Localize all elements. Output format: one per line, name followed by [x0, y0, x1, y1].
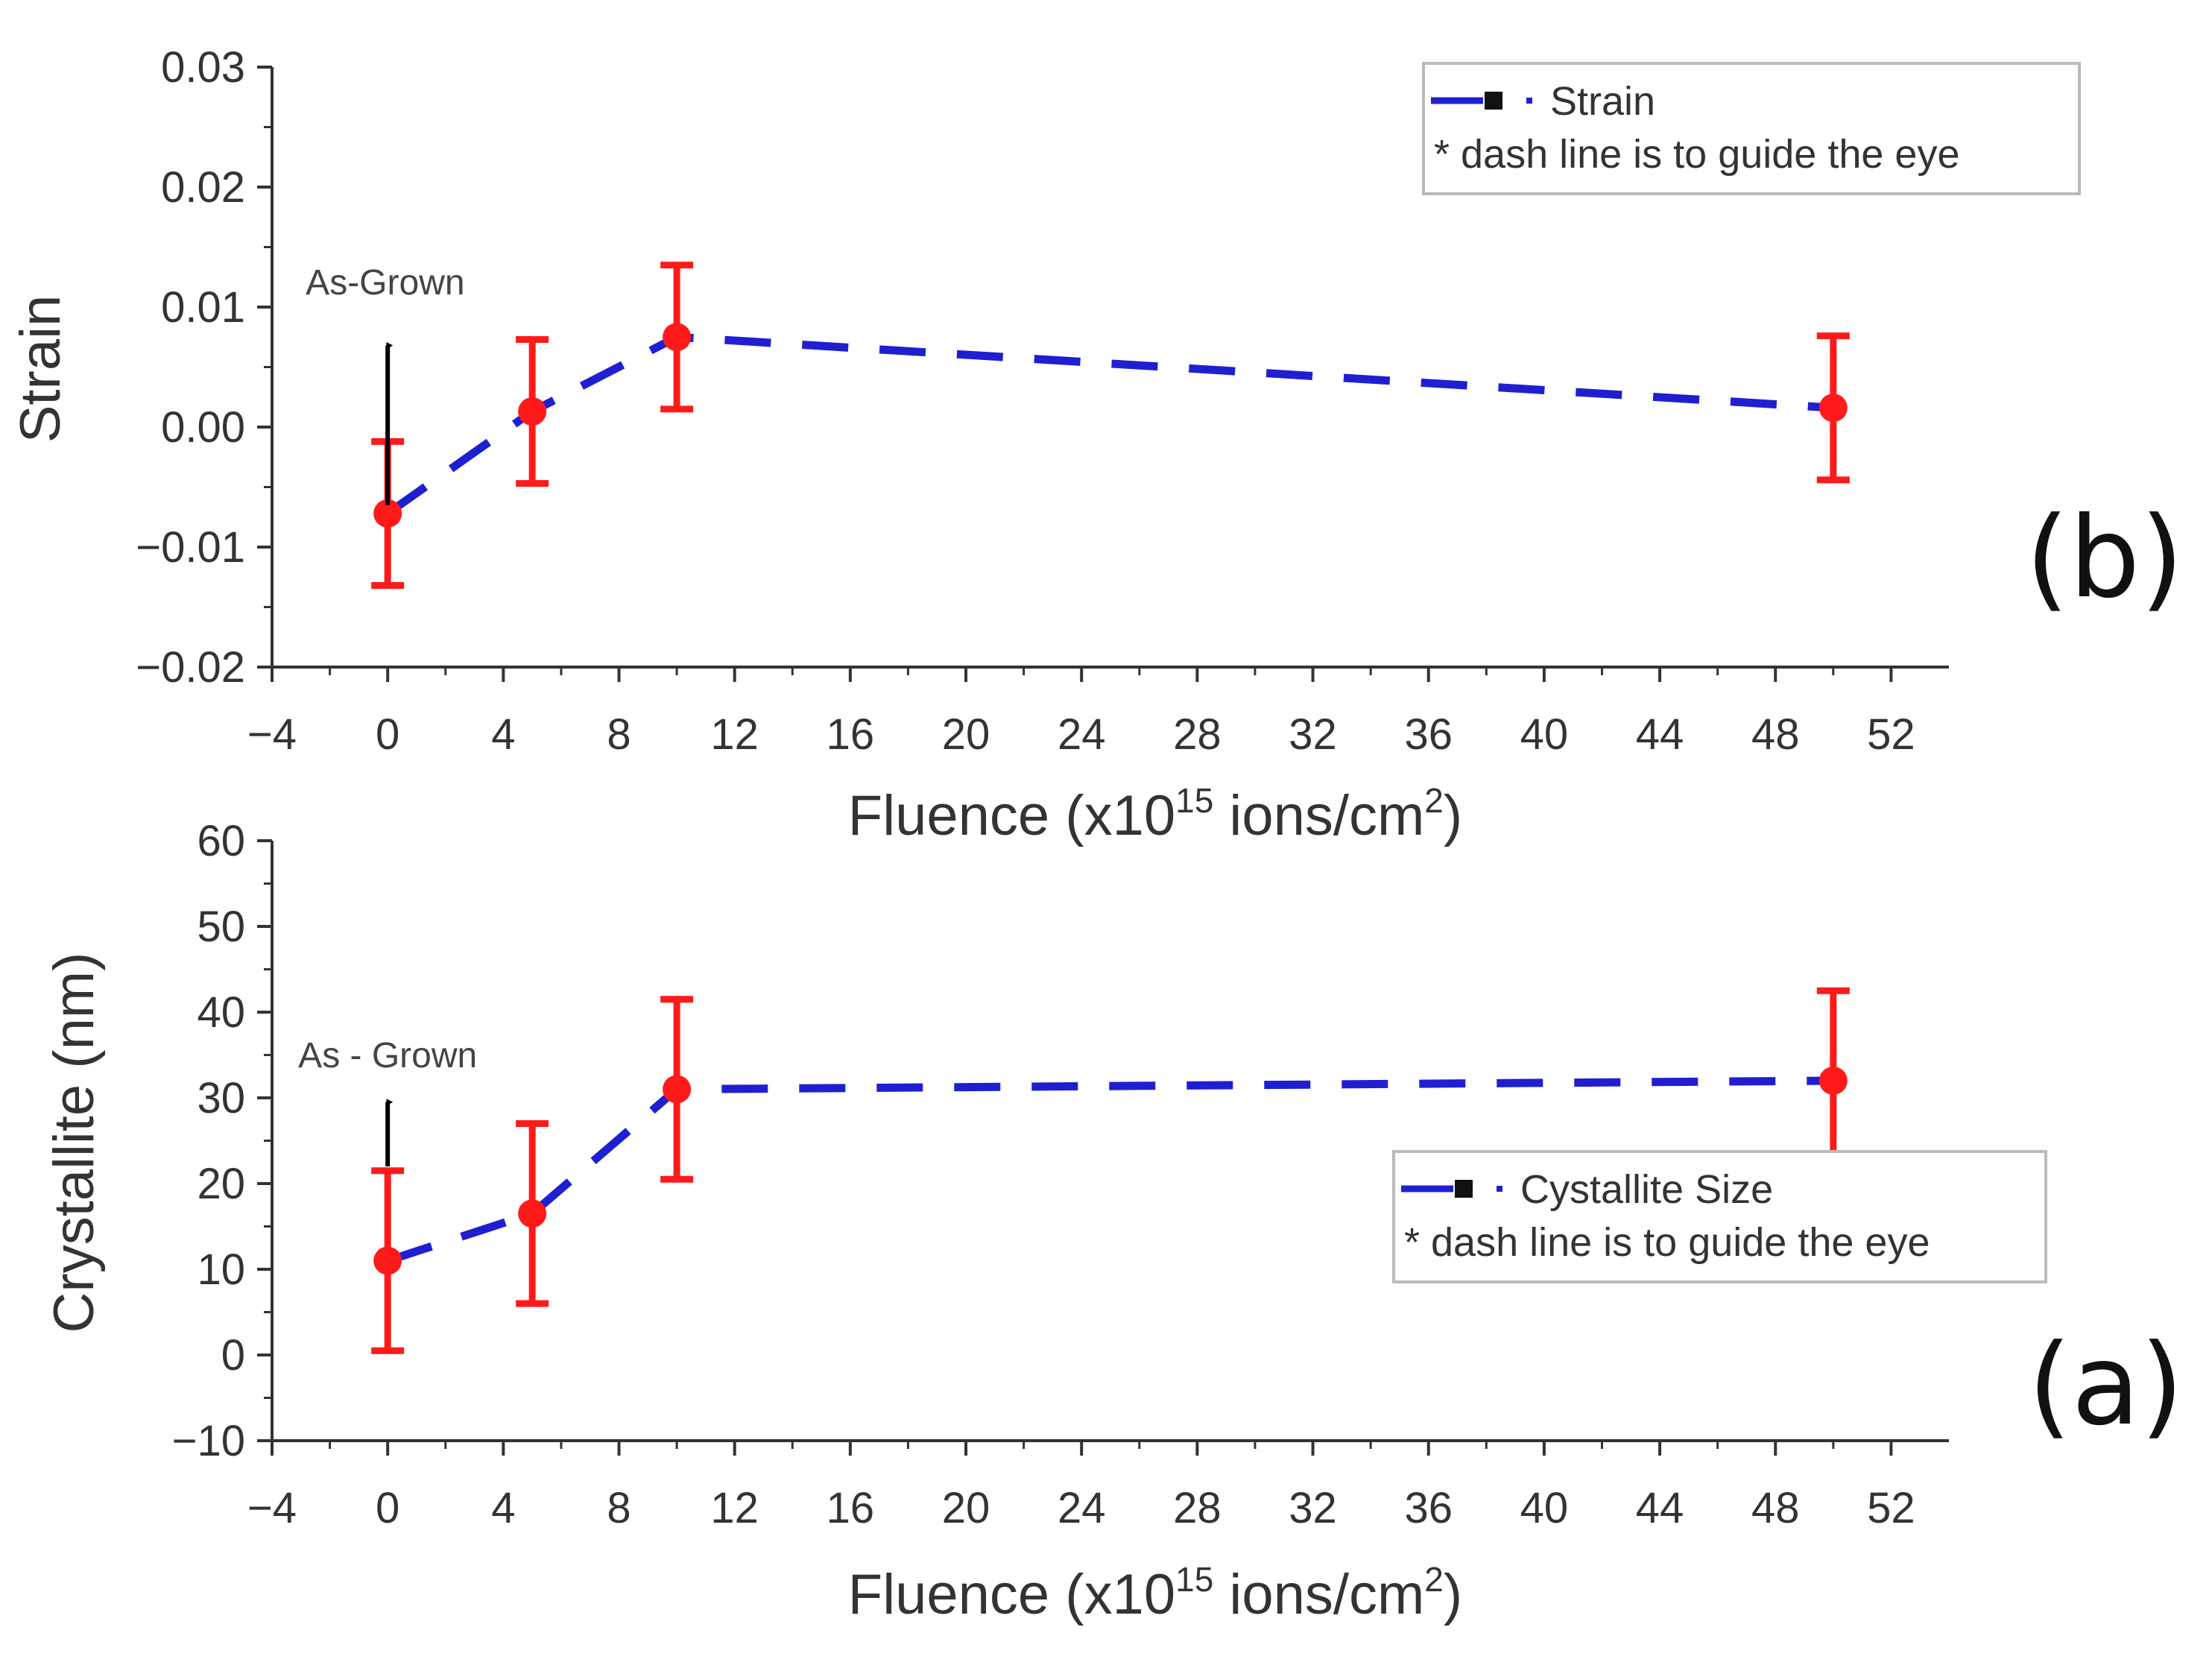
- y-tick-label: 0.01: [161, 283, 245, 332]
- y-tick-label: 0.02: [161, 163, 245, 212]
- x-tick-label: 52: [1867, 710, 1915, 759]
- legend: Strain * dash line is to guide the eye: [1422, 62, 2081, 195]
- x-tick-label: 36: [1404, 710, 1453, 759]
- y-tick-label: 40: [197, 988, 245, 1037]
- x-tick-label: 40: [1520, 1484, 1569, 1532]
- data-point: [663, 323, 692, 352]
- x-tick-label: 4: [491, 710, 515, 759]
- y-tick-label: 60: [197, 817, 245, 865]
- x-axis-label-close: ): [1444, 784, 1462, 847]
- legend-marker-sample: [1485, 92, 1502, 110]
- legend-note: * dash line is to guide the eye: [1434, 132, 1959, 177]
- as-grown-label: As-Grown: [306, 263, 464, 303]
- as-grown-label: As - Grown: [298, 1036, 477, 1075]
- y-tick-label: −0.02: [136, 643, 245, 692]
- x-tick-label: 4: [491, 1484, 515, 1532]
- data-point: [1818, 394, 1848, 423]
- x-tick-label: 24: [1058, 710, 1106, 759]
- series-line: [385, 332, 1834, 517]
- x-tick-label: −4: [247, 710, 297, 759]
- x-tick-label: 44: [1636, 710, 1684, 759]
- y-tick-label: 0: [221, 1331, 245, 1380]
- legend-entry: Strain: [1550, 79, 1655, 124]
- x-tick-label: 32: [1289, 1484, 1337, 1532]
- x-tick-label: 40: [1520, 710, 1569, 759]
- crystallite-panel: −4 0 4 8 12 16 20 24 28 32 36 40 44 48 52−100102030405…: [42, 817, 2184, 1626]
- legend-note: * dash line is to guide the eye: [1404, 1220, 1930, 1265]
- x-tick-label: 52: [1867, 1484, 1915, 1532]
- legend-marker-sample: [1455, 1180, 1473, 1198]
- x-axis-label-superscript: 15: [1175, 1560, 1213, 1599]
- x-tick-label: 36: [1404, 1484, 1453, 1532]
- x-tick-label: 16: [827, 710, 875, 759]
- x-tick-label: 0: [376, 1484, 399, 1532]
- y-tick-label: −0.01: [136, 523, 245, 572]
- x-tick-label: 12: [710, 710, 759, 759]
- x-tick-label: 12: [710, 1484, 759, 1532]
- x-axis-label: Fluence (x1015 ions/cm2): [848, 781, 1462, 847]
- series-line: [386, 1076, 1833, 1265]
- data-point: [518, 397, 547, 426]
- x-tick-label: 28: [1173, 710, 1222, 759]
- data-point: [663, 1075, 692, 1104]
- x-tick-label: −4: [247, 1484, 297, 1532]
- data-point: [518, 1199, 547, 1228]
- data-point: [1818, 1067, 1848, 1095]
- y-tick-label: 10: [197, 1245, 245, 1294]
- x-tick-label: 48: [1751, 710, 1800, 759]
- y-tick-label: 50: [197, 903, 245, 951]
- x-tick-label: 28: [1173, 1484, 1222, 1532]
- data-point: [373, 499, 402, 528]
- x-tick-label: 0: [376, 710, 399, 759]
- y-axis-label: Crystallite (nm): [42, 953, 106, 1333]
- x-axis-label-superscript-2: 2: [1424, 781, 1444, 820]
- x-axis-label-close: ): [1444, 1563, 1462, 1626]
- x-tick-label: 48: [1751, 1484, 1800, 1532]
- legend-box: [1422, 62, 2081, 195]
- x-axis-label-superscript: 15: [1175, 781, 1213, 820]
- x-tick-label: 44: [1636, 1484, 1684, 1532]
- legend-box: [1392, 1150, 2047, 1283]
- x-tick-label: 8: [607, 1484, 631, 1532]
- x-tick-label: 16: [827, 1484, 875, 1532]
- x-axis-label: Fluence (x1015 ions/cm2): [848, 1560, 1462, 1626]
- strain-panel: −4 0 4 8 12 16 20 24 28 32 36 40 44 48 52−0.02−0.010.0…: [9, 43, 2184, 847]
- x-axis-label-superscript-2: 2: [1424, 1560, 1444, 1599]
- x-tick-label: 8: [607, 710, 631, 759]
- y-tick-label: 0.03: [161, 43, 245, 92]
- legend: Cystallite Size * dash line is to guide t…: [1392, 1150, 2047, 1283]
- y-tick-label: 30: [197, 1074, 245, 1122]
- data-point: [373, 1246, 402, 1275]
- y-axis-label: Strain: [9, 295, 72, 443]
- panel-letter: (a): [2028, 1321, 2184, 1450]
- legend-entry: Cystallite Size: [1520, 1167, 1773, 1212]
- y-tick-label: 0.00: [161, 403, 245, 452]
- y-tick-label: −10: [172, 1417, 245, 1465]
- legend-dash-sample: [1497, 1186, 1502, 1192]
- y-tick-label: 20: [197, 1160, 245, 1208]
- x-tick-label: 24: [1058, 1484, 1106, 1532]
- legend-dash-sample: [1526, 98, 1532, 104]
- x-tick-label: 20: [942, 1484, 990, 1532]
- x-tick-label: 32: [1289, 710, 1337, 759]
- x-tick-label: 20: [942, 710, 990, 759]
- x-axis-label-text: Fluence (x10: [848, 784, 1175, 847]
- x-axis-label-text: Fluence (x10: [848, 1563, 1175, 1626]
- x-axis-label-units: ions/cm: [1213, 1563, 1424, 1626]
- x-axis-label-units: ions/cm: [1213, 784, 1424, 847]
- panel-letter: (b): [2026, 493, 2184, 623]
